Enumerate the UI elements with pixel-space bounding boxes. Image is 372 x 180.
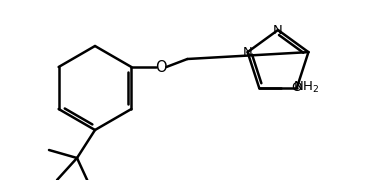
Text: N: N <box>243 46 253 59</box>
Text: O: O <box>155 60 167 75</box>
Text: O: O <box>292 81 302 94</box>
Text: N: N <box>273 24 283 37</box>
Text: NH$_2$: NH$_2$ <box>293 80 320 95</box>
